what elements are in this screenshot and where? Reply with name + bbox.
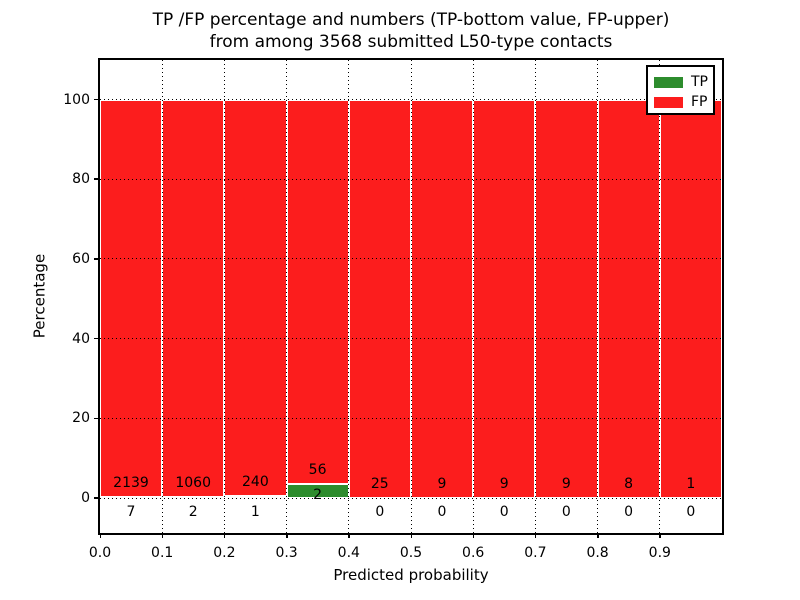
x-tick-mark: [659, 533, 661, 538]
y-axis-label: Percentage: [30, 253, 49, 339]
gridline-horizontal: [100, 178, 722, 180]
tp-count-label: 2: [188, 504, 198, 520]
y-tick-mark: [94, 497, 99, 499]
tp-count-label: 0: [561, 504, 571, 520]
y-tick-label: 40: [72, 330, 90, 347]
y-tick-mark: [94, 178, 99, 180]
fp-count-label: 9: [437, 476, 447, 492]
fp-count-label: 1060: [175, 475, 211, 492]
gridline-vertical: [161, 60, 163, 533]
y-tick-label: 60: [72, 250, 90, 267]
gridline-vertical: [223, 60, 225, 533]
gridline-vertical: [410, 60, 412, 533]
tp-count-label: 0: [499, 504, 509, 520]
fp-count-label: 240: [242, 474, 269, 491]
gridline-horizontal: [100, 497, 722, 499]
x-tick-mark: [223, 533, 226, 538]
chart-title-line1: TP /FP percentage and numbers (TP-bottom…: [152, 10, 670, 30]
x-tick-mark: [472, 533, 475, 538]
gridline-horizontal: [100, 258, 722, 260]
fp-bar: [411, 99, 474, 498]
legend-label-fp: FP: [691, 94, 708, 110]
gridline-vertical: [472, 60, 474, 533]
tp-count-label: 0: [375, 504, 385, 520]
x-tick-mark: [597, 533, 599, 538]
gridline-vertical: [597, 60, 599, 533]
tp-count-label: 2: [313, 487, 323, 504]
y-tick-label: 20: [72, 410, 90, 427]
fp-count-label: 9: [499, 476, 509, 492]
tp-count-label: 0: [437, 504, 447, 520]
x-tick-label: 0.1: [151, 545, 174, 561]
y-tick-mark: [94, 258, 99, 260]
tp-count-label: 0: [624, 504, 634, 520]
x-tick-mark: [99, 533, 101, 538]
y-tick-label: 80: [72, 171, 90, 188]
tp-bar: [286, 484, 349, 498]
fp-bar: [162, 99, 225, 498]
gridline-horizontal: [100, 338, 722, 340]
plot-area: 2139 7 1060 2 240 1 56 2 25 0 9 0 9 0 9 0 8 0 1 0: [98, 58, 724, 535]
y-tick-mark: [94, 98, 99, 101]
y-tick-label: 0: [81, 490, 90, 506]
tp-swatch-icon: [654, 76, 683, 88]
fp-bar: [100, 99, 163, 497]
fp-bar: [224, 99, 287, 497]
x-tick-label: 0.9: [648, 545, 671, 561]
fp-count-label: 25: [370, 476, 389, 492]
legend-row-tp: TP: [654, 72, 713, 92]
x-tick-mark: [161, 533, 164, 538]
y-tick-mark: [94, 417, 99, 420]
gridline-vertical: [534, 60, 536, 533]
x-axis-label: Predicted probability: [333, 566, 489, 584]
x-tick-label: 0.0: [88, 545, 112, 561]
fp-bar: [348, 99, 411, 498]
x-tick-label: 0.4: [337, 545, 360, 561]
gridline-horizontal: [100, 417, 722, 419]
legend: TP FP: [646, 65, 715, 115]
legend-row-fp: FP: [654, 92, 713, 112]
x-tick-label: 0.5: [399, 545, 423, 561]
x-tick-label: 0.6: [462, 545, 485, 561]
x-tick-mark: [534, 533, 537, 538]
gridline-vertical: [659, 60, 661, 533]
fp-bar: [473, 99, 536, 498]
gridline-vertical: [348, 60, 350, 533]
x-tick-mark: [348, 533, 350, 538]
y-tick-mark: [94, 337, 99, 340]
fp-count-label: 8: [624, 476, 634, 492]
x-tick-mark: [286, 533, 288, 538]
x-tick-label: 0.2: [213, 545, 236, 561]
fp-count-label: 56: [308, 462, 327, 479]
fp-bar: [535, 99, 598, 498]
fp-count-label: 9: [561, 476, 571, 492]
x-tick-label: 0.3: [275, 545, 298, 561]
legend-label-tp: TP: [691, 74, 708, 90]
tp-count-label: 0: [686, 504, 696, 520]
gridline-horizontal: [100, 99, 722, 100]
x-tick-label: 0.8: [586, 545, 609, 561]
y-tick-label: 100: [63, 91, 90, 108]
fp-count-label: 1: [686, 476, 696, 492]
fp-swatch-icon: [654, 96, 683, 108]
x-tick-mark: [410, 533, 412, 538]
tp-count-label: 1: [250, 504, 260, 520]
fp-bar: [597, 99, 660, 498]
fp-bar: [286, 99, 349, 485]
tp-count-label: 7: [126, 504, 136, 520]
x-tick-label: 0.7: [524, 545, 547, 561]
fp-count-label: 2139: [113, 474, 149, 491]
chart-title-line2: from among 3568 submitted L50-type conta…: [209, 32, 613, 52]
fp-bar: [659, 99, 722, 498]
plot-inner: 2139 7 1060 2 240 1 56 2 25 0 9 0 9 0 9 0 8 0 1 0: [100, 60, 722, 533]
gridline-vertical: [286, 60, 288, 533]
